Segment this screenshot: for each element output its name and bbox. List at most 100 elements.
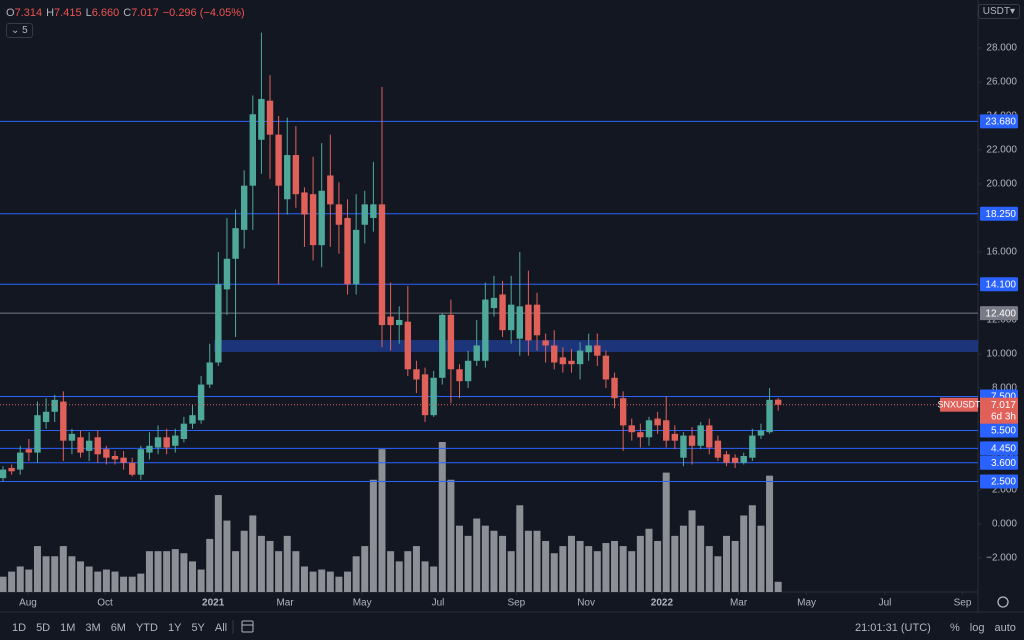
ohlc-label: H <box>46 7 55 19</box>
volume-bar <box>223 520 231 592</box>
candle-body <box>482 299 489 361</box>
volume-bar <box>120 576 128 592</box>
level-badge <box>980 441 1018 456</box>
candle-body <box>163 437 170 448</box>
candle-body <box>585 345 592 353</box>
volume-bar <box>481 525 489 592</box>
candle-body <box>602 355 610 380</box>
candle-body <box>706 425 713 448</box>
volume-bar <box>300 566 308 592</box>
level-label: 7.500 <box>991 392 1016 403</box>
volume-bar <box>576 540 584 592</box>
volume-bar <box>688 510 696 592</box>
candle-body <box>774 399 782 405</box>
candle-body <box>51 399 58 412</box>
scale-option[interactable]: log <box>969 622 985 634</box>
symbol-badge <box>940 397 978 412</box>
candle-body <box>344 217 351 285</box>
candle-body <box>275 134 282 186</box>
gear[interactable] <box>997 596 1009 608</box>
volume-bar <box>524 530 532 592</box>
volume-bar <box>102 569 110 592</box>
candle-body <box>654 418 661 426</box>
candle-body <box>292 155 300 195</box>
range-button[interactable]: 5Y <box>191 622 205 634</box>
candle-body <box>172 435 179 446</box>
level-badge <box>980 423 1018 438</box>
volume-bar <box>387 551 395 592</box>
level-badge <box>980 455 1018 470</box>
level-label: 23.680 <box>985 117 1016 128</box>
volume-bar <box>318 569 326 592</box>
range-button[interactable]: YTD <box>135 622 158 634</box>
volume-bar <box>731 540 739 592</box>
volume-bar <box>8 571 16 592</box>
level-badge <box>980 306 1018 321</box>
volume-bar <box>567 535 575 592</box>
volume-bar <box>249 515 257 592</box>
candle-body <box>240 185 248 230</box>
level-label: 3.600 <box>991 458 1016 469</box>
candle-body <box>60 401 67 441</box>
range-button[interactable]: 3M <box>85 622 101 634</box>
calendar[interactable] <box>241 620 254 633</box>
candle-body <box>757 430 765 436</box>
x-tick-label: Aug <box>19 598 37 609</box>
volume-bar <box>585 546 593 592</box>
volume-bar <box>447 479 455 592</box>
candle-body <box>17 452 24 470</box>
candle-body <box>361 204 368 225</box>
scale-option[interactable]: auto <box>994 622 1016 634</box>
time: 21:01:31 (UTC) <box>855 622 931 634</box>
candle-body <box>232 228 239 259</box>
candle-body <box>447 314 455 370</box>
candle-body <box>533 304 541 336</box>
candle-body <box>396 319 403 326</box>
volume-bar <box>679 525 687 592</box>
candle-body <box>499 294 506 331</box>
candle-body <box>731 457 739 463</box>
range-button[interactable]: 5D <box>36 622 51 634</box>
volume-bar <box>378 449 386 592</box>
range-button[interactable]: 1D <box>12 622 27 634</box>
volume-bar <box>714 556 722 592</box>
candle-body <box>473 345 480 361</box>
range-button[interactable]: 1M <box>60 622 76 634</box>
candle-body <box>464 360 472 382</box>
volume-bar <box>85 566 93 592</box>
candle-body <box>611 377 618 399</box>
range-button[interactable]: All <box>214 622 228 634</box>
candle-body <box>68 433 76 441</box>
candle-body <box>430 377 437 416</box>
candle-body <box>628 425 635 433</box>
range-button[interactable]: 1Y <box>167 622 182 634</box>
price-badge <box>980 397 1018 424</box>
ohlc-value: 7.017 <box>131 7 159 19</box>
volume-bar <box>180 553 188 592</box>
x-tick-label: Sep <box>507 598 525 609</box>
volume-bar <box>654 540 662 592</box>
volume-bar <box>232 551 240 592</box>
currency-select[interactable]: USDT▾ <box>977 4 1020 19</box>
candle-body <box>309 194 317 246</box>
volume-bar <box>283 535 291 592</box>
volume-bar <box>128 576 136 592</box>
volume-bar <box>59 546 67 592</box>
currency[interactable]: USDT <box>982 6 1010 17</box>
indicator-count[interactable]: 5 <box>22 25 28 36</box>
date-range-icon[interactable] <box>241 620 254 633</box>
volume-bar <box>723 535 731 592</box>
candle-body <box>8 467 15 472</box>
scale-option[interactable]: % <box>950 622 960 634</box>
volume-bar <box>507 551 515 592</box>
candle-body <box>645 420 653 438</box>
volume-bar <box>697 525 705 592</box>
volume-bar <box>33 546 41 592</box>
volume-bar <box>16 566 24 592</box>
candle-body <box>619 398 627 426</box>
indicator-toggle[interactable]: ⌄ 5 <box>6 23 33 38</box>
volume-bar <box>645 528 653 592</box>
candle-body <box>129 462 136 475</box>
settings-icon[interactable] <box>997 596 1009 608</box>
range-button[interactable]: 6M <box>110 622 126 634</box>
